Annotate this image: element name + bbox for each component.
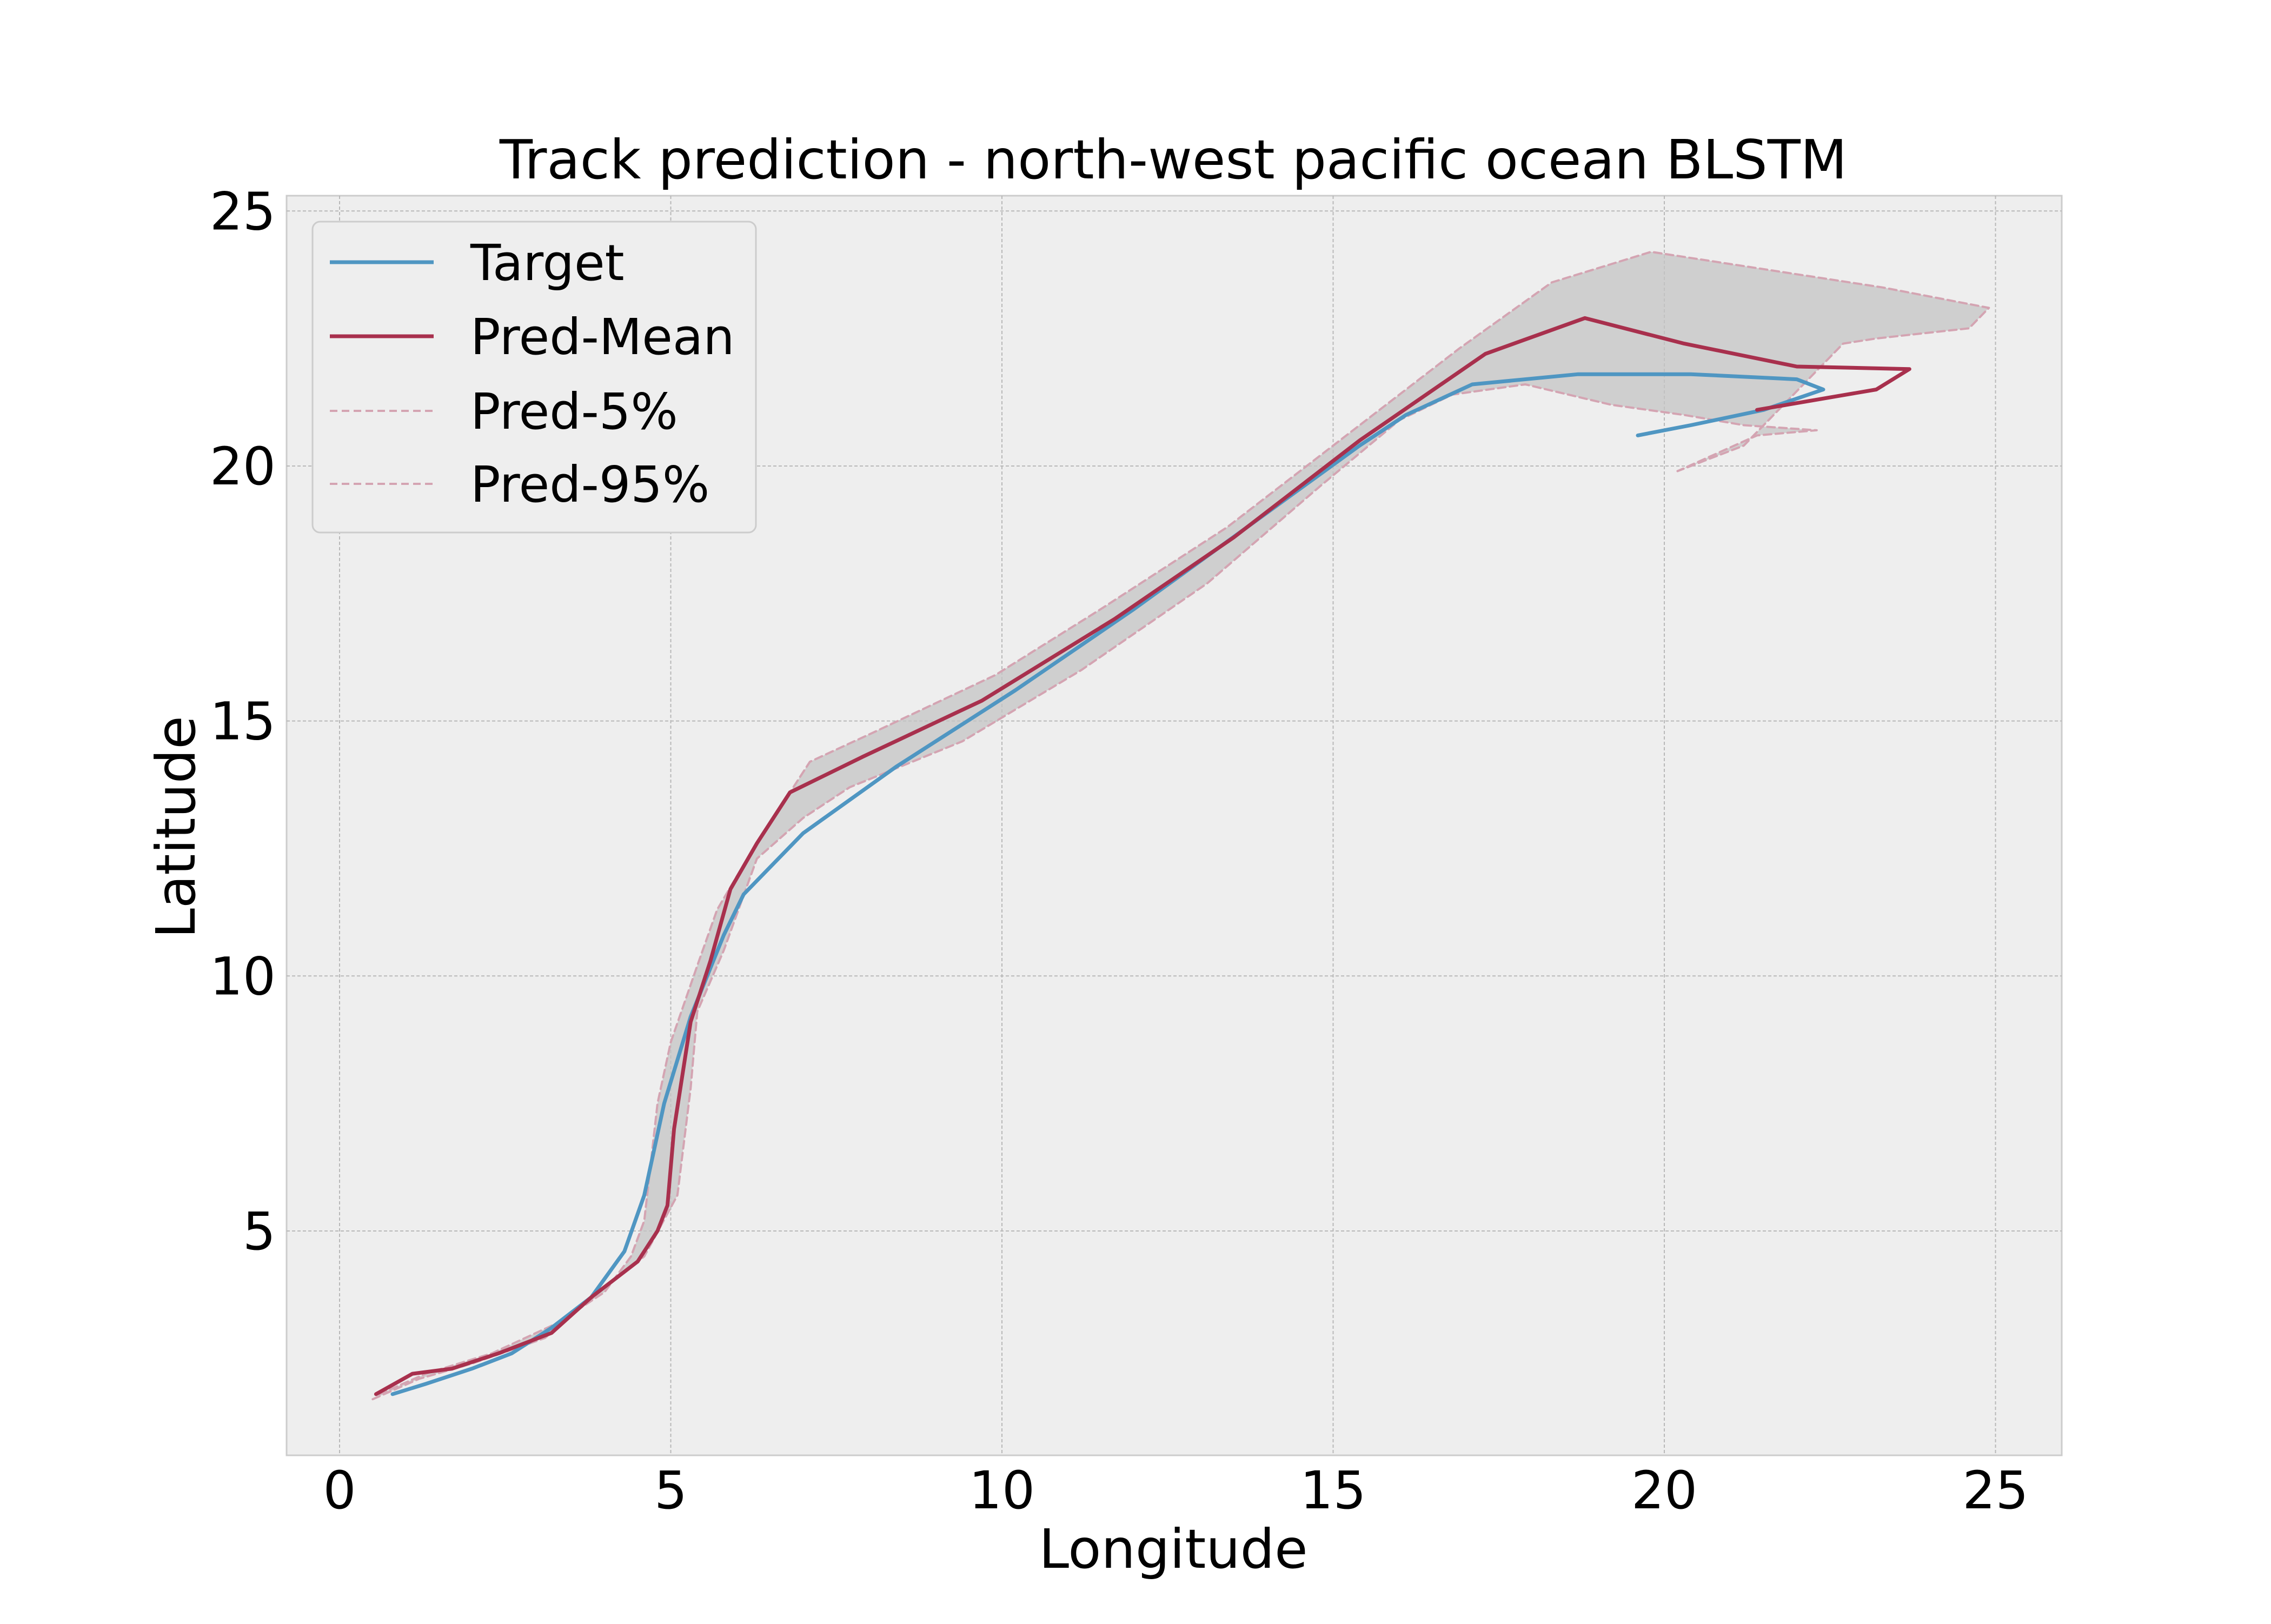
grid-lines: [287, 196, 2062, 1455]
x-tick-label: 15: [1300, 1460, 1366, 1521]
y-tick-label: 25: [210, 181, 276, 242]
x-tick-label: 20: [1631, 1460, 1697, 1521]
legend-label-pred-5: Pred-5%: [470, 383, 678, 441]
series-lines: [371, 250, 1990, 1401]
chart-title: Track prediction - north-west pacific oc…: [499, 128, 1847, 191]
x-axis-label: Longitude: [1039, 1517, 1307, 1581]
legend-box: [311, 221, 757, 534]
x-tick-label: 25: [1962, 1460, 2028, 1521]
y-tick-label: 10: [210, 946, 276, 1007]
y-tick-label: 15: [210, 691, 276, 752]
series-line-pred-mean: [374, 316, 1911, 1396]
y-tick-label: 5: [243, 1201, 276, 1262]
legend-label-pred-mean: Pred-Mean: [470, 308, 735, 366]
series-line-pred-95: [378, 250, 1990, 1395]
x-tick-label: 10: [969, 1460, 1035, 1521]
y-tick-label: 20: [210, 436, 276, 497]
series-line-pred-5: [371, 383, 1818, 1401]
x-tick-label: 5: [654, 1460, 687, 1521]
legend-label-target: Target: [470, 234, 625, 292]
legend: Target Pred-Mean Pred-5% Pred-95%: [311, 221, 757, 534]
legend-label-pred-95: Pred-95%: [470, 456, 709, 514]
x-tick-label: 0: [323, 1460, 356, 1521]
y-axis-label: Latitude: [144, 716, 208, 939]
tick-labels: 0 5 10 15 20 25 5 10 15 20 25: [210, 181, 2029, 1521]
series-line-target: [390, 372, 1825, 1396]
